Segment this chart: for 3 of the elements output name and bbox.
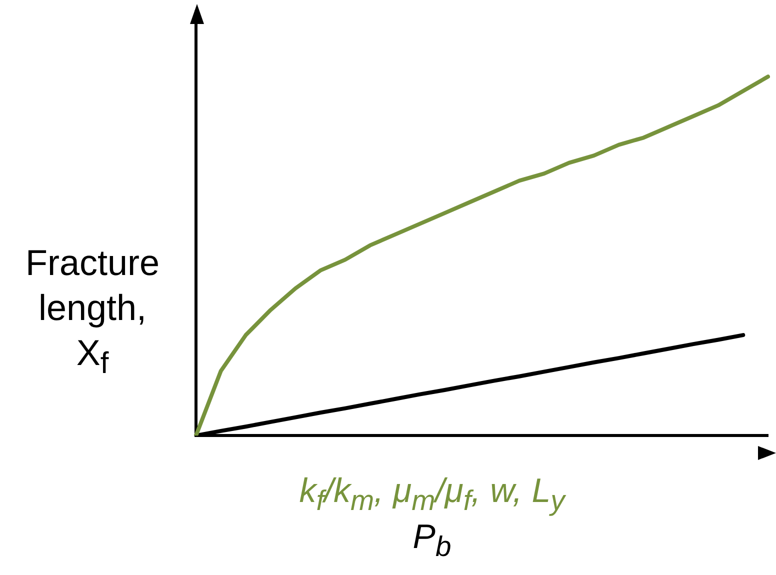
y-axis-title: Fracture length, X$_{f}$	[24, 241, 161, 382]
text: k$_{f}$/k$_{m}$, μ$_{m}$/μ$_{f}$, w, L$_{y}$	[299, 472, 565, 517]
x-axis-title: P$_{b}$	[412, 518, 452, 564]
